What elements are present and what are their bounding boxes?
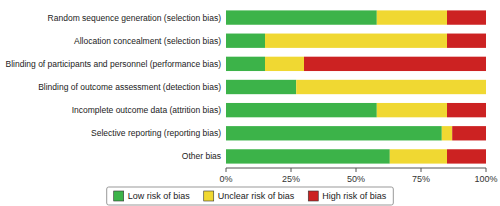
- x-tick-label: 0%: [219, 174, 232, 184]
- bar-segment: [447, 10, 486, 24]
- bar-segment: [442, 126, 452, 140]
- x-tick: [421, 168, 422, 172]
- bar-segment: [226, 10, 377, 24]
- bar-segment: [452, 126, 486, 140]
- bar-segment: [226, 34, 265, 48]
- category-label: Allocation concealment (selection bias): [74, 36, 221, 46]
- bars: [226, 10, 486, 163]
- legend-items: Low risk of bias Unclear risk of bias High…: [114, 191, 387, 201]
- bar-segment: [226, 103, 377, 117]
- bar-segment: [226, 126, 442, 140]
- legend-swatch: [204, 191, 214, 201]
- bar-segment: [265, 34, 447, 48]
- x-tick: [486, 168, 487, 172]
- x-axis: 0% 25% 50% 75% 100%: [219, 168, 497, 184]
- x-tick-label: 25%: [282, 174, 300, 184]
- category-label: Blinding of outcome assessment (detectio…: [38, 82, 221, 92]
- category-label: Selective reporting (reporting bias): [91, 128, 221, 138]
- x-axis-line: [226, 168, 486, 169]
- bar-segment: [447, 34, 486, 48]
- bar-segment: [377, 10, 447, 24]
- bar-segment: [226, 149, 390, 163]
- bar-segment: [377, 103, 447, 117]
- legend-frame: [107, 187, 394, 205]
- x-tick: [356, 168, 357, 172]
- x-tick-label: 50%: [347, 174, 365, 184]
- bar-segment: [390, 149, 447, 163]
- legend-label: Low risk of bias: [128, 191, 191, 201]
- page: {"chart_data": { "type": "bar", "orienta…: [0, 0, 500, 206]
- category-labels: Random sequence generation (selection bi…: [6, 13, 222, 162]
- bar-segment: [226, 80, 296, 94]
- bar-segment: [265, 57, 304, 71]
- x-tick: [291, 168, 292, 172]
- legend-swatch: [308, 191, 318, 201]
- category-label: Blinding of participants and personnel (…: [6, 59, 222, 69]
- bar-segment: [296, 80, 486, 94]
- category-label: Random sequence generation (selection bi…: [48, 13, 222, 23]
- x-tick-label: 75%: [412, 174, 430, 184]
- bar-segment: [447, 149, 486, 163]
- legend-label: Unclear risk of bias: [218, 191, 295, 201]
- category-label: Incomplete outcome data (attrition bias): [72, 105, 221, 115]
- legend-label: High risk of bias: [322, 191, 387, 201]
- bar-segment: [226, 57, 265, 71]
- chart: Random sequence generation (selection bi…: [0, 0, 500, 206]
- category-label: Other bias: [182, 151, 221, 161]
- x-tick-label: 100%: [474, 174, 497, 184]
- legend: Low risk of bias Unclear risk of bias High…: [107, 187, 394, 205]
- bar-segment: [486, 80, 487, 94]
- bar-segment: [447, 103, 486, 117]
- x-tick: [226, 168, 227, 172]
- legend-swatch: [114, 191, 124, 201]
- bar-segment: [304, 57, 486, 71]
